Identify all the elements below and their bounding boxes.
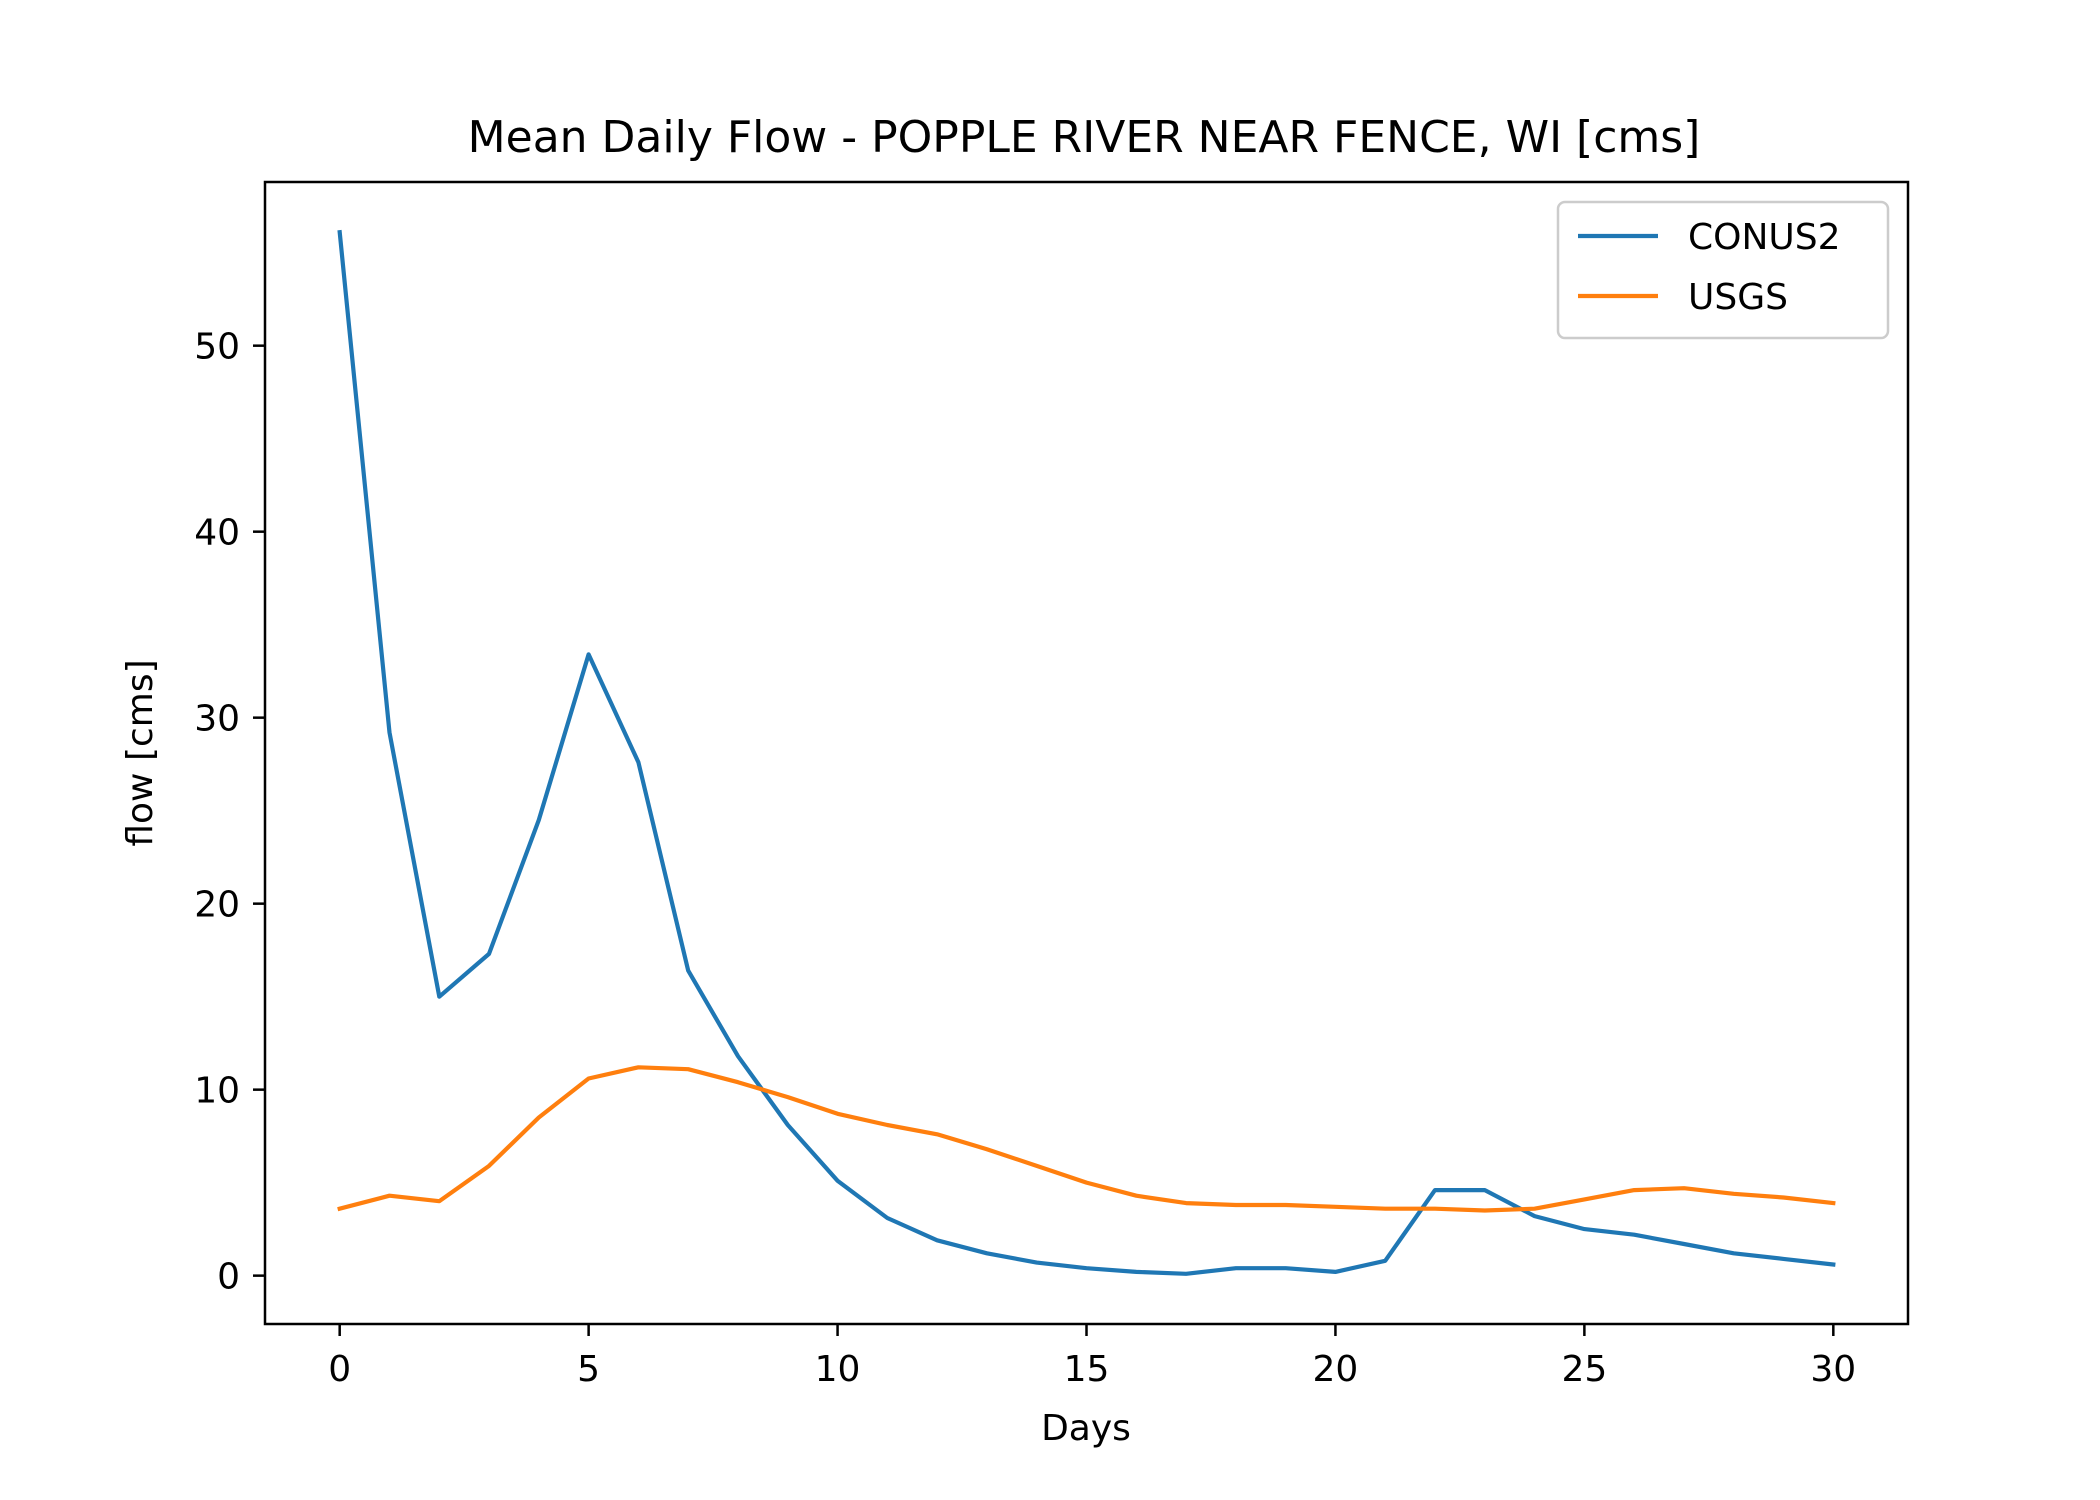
legend-label-conus2: CONUS2 xyxy=(1688,217,1841,258)
legend-label-usgs: USGS xyxy=(1688,277,1788,318)
y-axis: 0 10 20 30 40 50 xyxy=(194,327,265,1298)
x-tick-label: 10 xyxy=(815,1349,861,1390)
legend: CONUS2 USGS xyxy=(1556,200,1890,340)
series-line-usgs xyxy=(337,1065,1836,1213)
y-tick-label: 40 xyxy=(194,513,240,554)
series-layer xyxy=(337,229,1836,1276)
x-tick-label: 0 xyxy=(328,1349,351,1390)
x-tick-label: 25 xyxy=(1561,1349,1607,1390)
chart-title: Mean Daily Flow - POPPLE RIVER NEAR FENC… xyxy=(468,112,1701,163)
y-tick-label: 30 xyxy=(194,699,240,740)
y-axis-label: flow [cms] xyxy=(120,659,161,846)
y-tick-label: 0 xyxy=(217,1257,240,1298)
x-tick-label: 5 xyxy=(577,1349,600,1390)
y-tick-label: 10 xyxy=(194,1071,240,1112)
x-axis-label: Days xyxy=(1041,1408,1131,1449)
y-tick-label: 20 xyxy=(194,885,240,926)
x-axis: 0 5 10 15 20 25 30 xyxy=(328,1324,1856,1390)
y-tick-label: 50 xyxy=(194,327,240,368)
x-tick-label: 30 xyxy=(1810,1349,1856,1390)
x-tick-label: 20 xyxy=(1313,1349,1359,1390)
series-line-conus2 xyxy=(337,229,1836,1276)
x-tick-label: 15 xyxy=(1064,1349,1110,1390)
